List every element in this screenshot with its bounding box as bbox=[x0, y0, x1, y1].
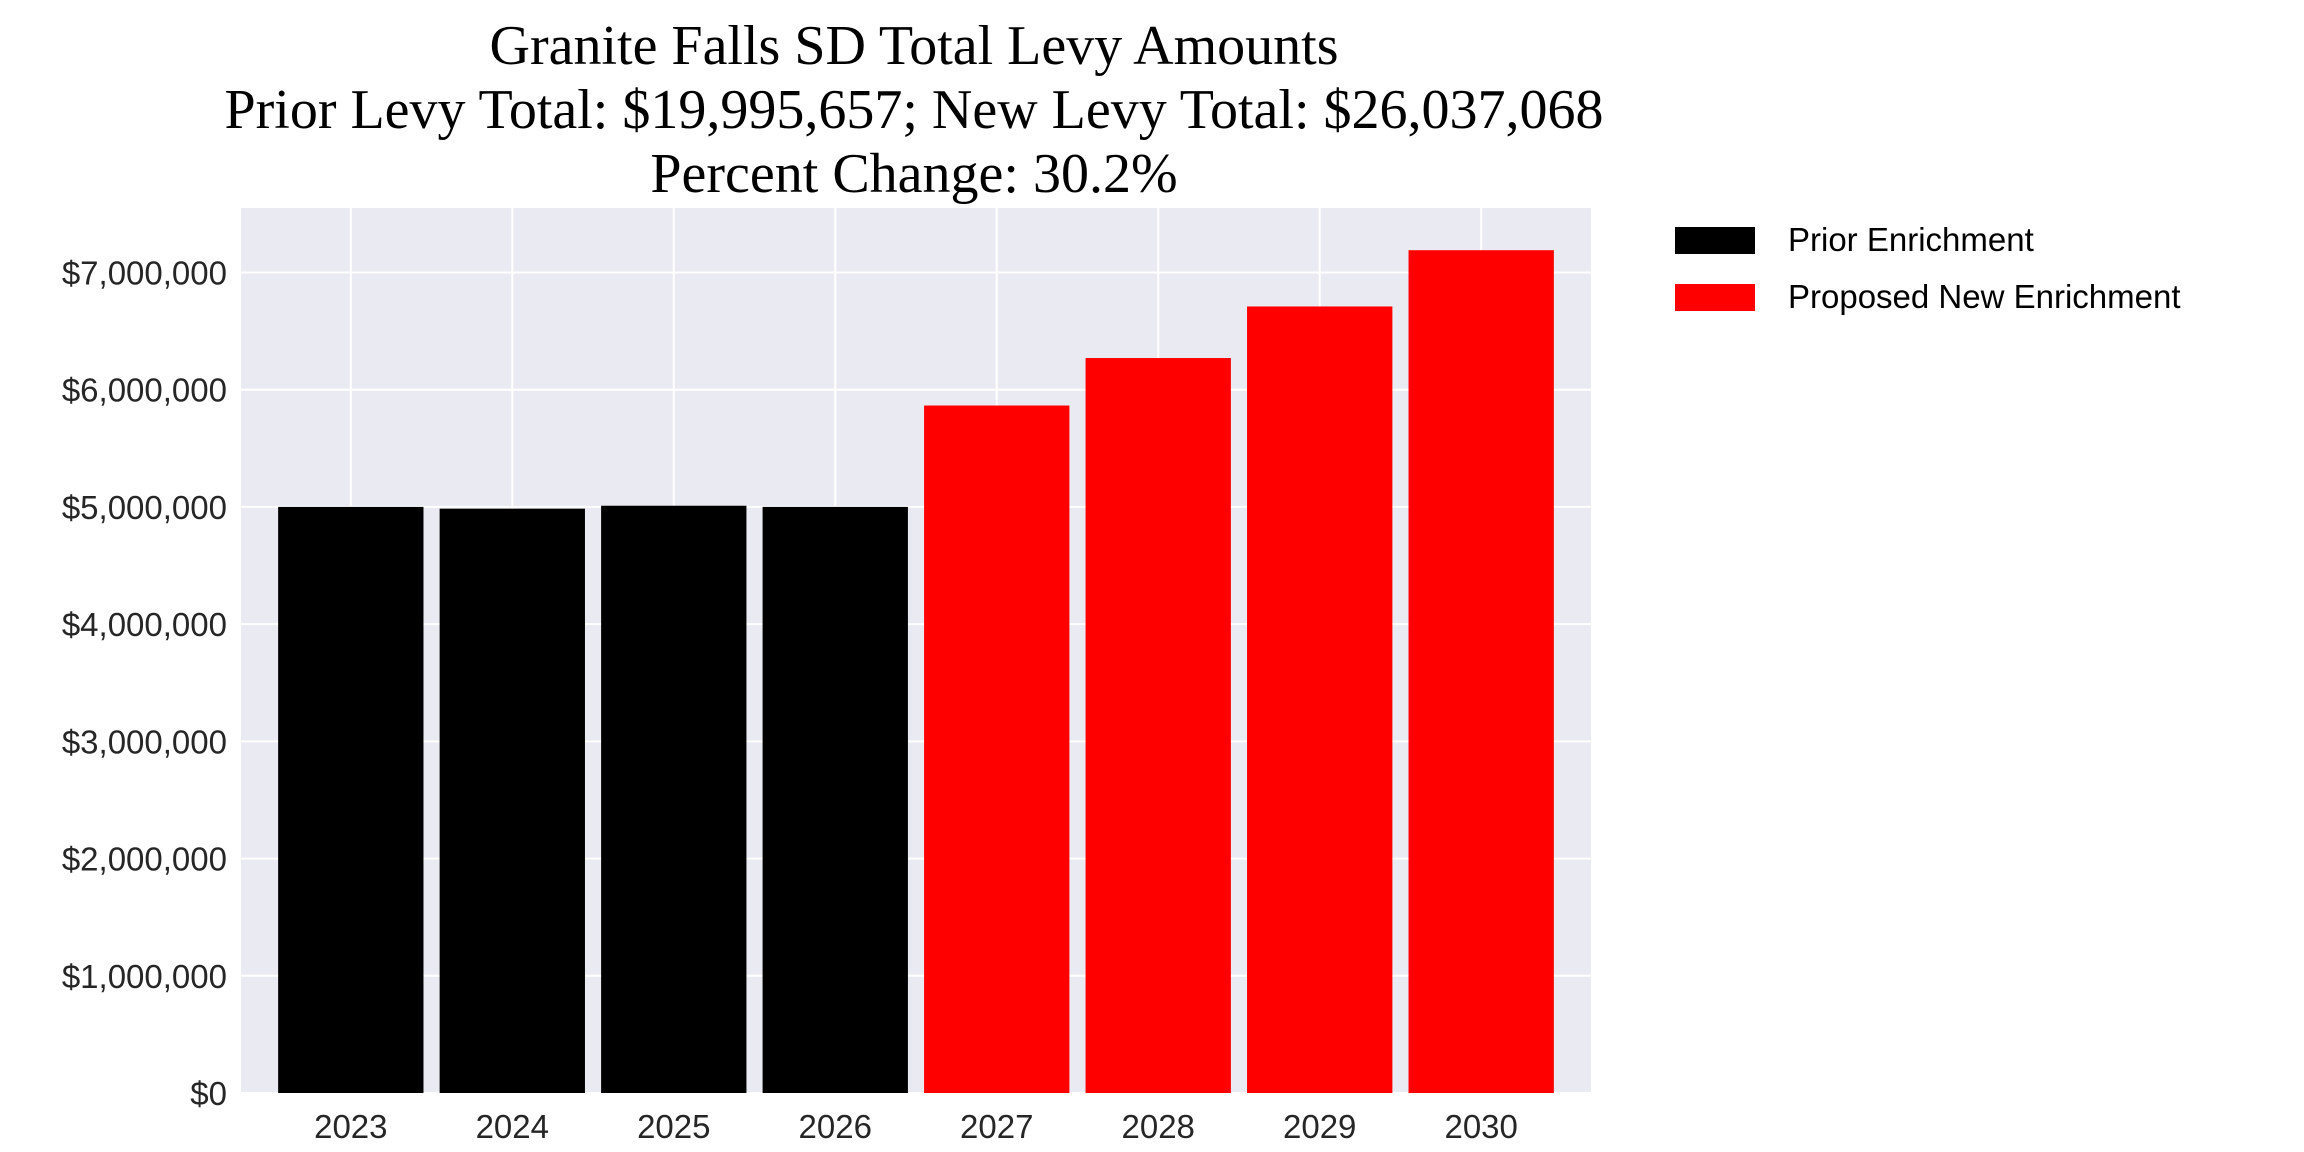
y-tick-label: $3,000,000 bbox=[62, 723, 227, 760]
legend-swatch-prior bbox=[1675, 226, 1755, 254]
bar-2029 bbox=[1247, 306, 1393, 1093]
x-tick-label: 2026 bbox=[799, 1108, 872, 1145]
y-tick-label: $6,000,000 bbox=[62, 372, 227, 409]
x-tick-label: 2025 bbox=[637, 1108, 710, 1145]
legend-item-prior: Prior Enrichment bbox=[1675, 221, 2034, 259]
y-tick-label: $2,000,000 bbox=[62, 841, 227, 878]
bar-2024 bbox=[439, 508, 585, 1094]
chart-title-line-1: Granite Falls SD Total Levy Amounts bbox=[489, 15, 1339, 77]
bar-2026 bbox=[762, 506, 908, 1093]
x-tick-label: 2028 bbox=[1122, 1108, 1195, 1145]
y-tick-label: $0 bbox=[190, 1075, 227, 1112]
legend-label-proposed: Proposed New Enrichment bbox=[1788, 278, 2181, 315]
legend-item-proposed: Proposed New Enrichment bbox=[1675, 278, 2181, 316]
bar-2030 bbox=[1408, 250, 1554, 1093]
legend-label-prior: Prior Enrichment bbox=[1788, 221, 2034, 258]
chart-title-line-3: Percent Change: 30.2% bbox=[650, 143, 1178, 205]
y-tick-label: $1,000,000 bbox=[62, 958, 227, 995]
y-tick-label: $5,000,000 bbox=[62, 489, 227, 526]
bar-2028 bbox=[1085, 358, 1231, 1093]
x-tick-label: 2024 bbox=[476, 1108, 549, 1145]
chart-title-line-2: Prior Levy Total: $19,995,657; New Levy … bbox=[224, 79, 1604, 141]
bar-2027 bbox=[924, 405, 1070, 1093]
y-tick-label: $4,000,000 bbox=[62, 606, 227, 643]
x-tick-label: 2030 bbox=[1444, 1108, 1517, 1145]
x-tick-label: 2023 bbox=[314, 1108, 387, 1145]
bar-2023 bbox=[278, 506, 424, 1093]
legend-swatch-proposed bbox=[1675, 283, 1755, 311]
bar-2025 bbox=[601, 505, 747, 1093]
x-tick-label: 2029 bbox=[1283, 1108, 1356, 1145]
y-tick-label: $7,000,000 bbox=[62, 254, 227, 291]
x-tick-label: 2027 bbox=[960, 1108, 1033, 1145]
